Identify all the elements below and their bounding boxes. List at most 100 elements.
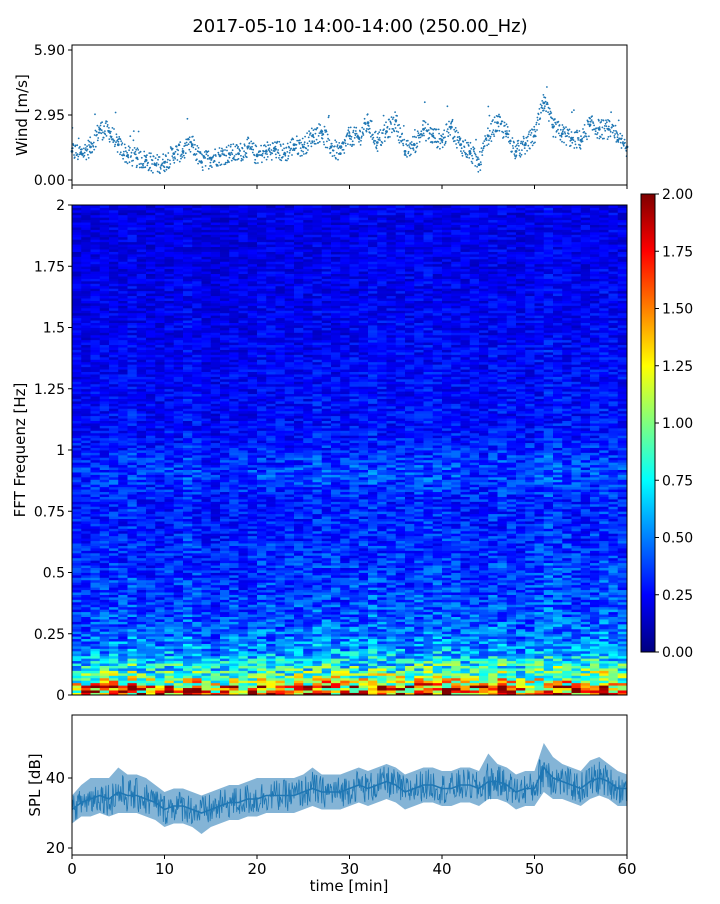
spectrogram-cell bbox=[183, 521, 193, 524]
spectrogram-cell bbox=[155, 328, 165, 331]
spectrogram-cell bbox=[128, 274, 138, 277]
spectrogram-cell bbox=[155, 656, 165, 659]
spectrogram-cell bbox=[155, 335, 165, 338]
spectrogram-cell bbox=[220, 401, 230, 404]
spectrogram-cell bbox=[91, 210, 101, 213]
spectrogram-cell bbox=[211, 315, 221, 318]
wind-sample-point bbox=[489, 130, 491, 132]
spectrogram-cell bbox=[137, 320, 147, 323]
spectrogram-cell bbox=[91, 227, 101, 230]
spectrogram-cell bbox=[155, 271, 165, 274]
wind-sample-point bbox=[88, 144, 90, 146]
spectrogram-cell bbox=[137, 330, 147, 333]
spectrogram-cell bbox=[146, 533, 156, 536]
spectrogram-cell bbox=[128, 477, 138, 480]
spectrogram-cell bbox=[192, 663, 202, 666]
spectrogram-cell bbox=[174, 671, 184, 674]
spectrogram-cell bbox=[155, 323, 165, 326]
wind-sample-point bbox=[398, 139, 400, 141]
spectrogram-cell bbox=[100, 261, 110, 264]
spectrogram-cell bbox=[211, 460, 221, 463]
wind-sample-point bbox=[548, 120, 550, 122]
spectrogram-cell bbox=[146, 612, 156, 615]
spectrogram-cell bbox=[183, 281, 193, 284]
spectrogram-cell bbox=[211, 685, 221, 688]
wind-sample-point bbox=[378, 131, 380, 133]
spectrogram-cell bbox=[100, 626, 110, 629]
spectrogram-cell bbox=[211, 668, 221, 671]
wind-sample-point bbox=[447, 105, 449, 107]
spectrogram-cell bbox=[146, 526, 156, 529]
spectrogram-cell bbox=[100, 239, 110, 242]
spectrogram-cell bbox=[192, 433, 202, 436]
wind-sample-point bbox=[97, 125, 99, 127]
spectrogram-cell bbox=[100, 423, 110, 426]
spectrogram-cell bbox=[174, 560, 184, 563]
spectrogram-cell bbox=[118, 548, 128, 551]
spectrogram-cell bbox=[100, 227, 110, 230]
spectrogram-cell bbox=[155, 367, 165, 370]
spectrogram-cell bbox=[202, 685, 212, 688]
wind-sample-point bbox=[527, 145, 529, 147]
spectrogram-cell bbox=[192, 470, 202, 473]
spectrogram-cell bbox=[211, 396, 221, 399]
spectrogram-cell bbox=[220, 332, 230, 335]
spectrogram-cell bbox=[137, 252, 147, 255]
wind-sample-point bbox=[162, 153, 164, 155]
spectrogram-cell bbox=[183, 426, 193, 429]
wind-sample-point bbox=[88, 157, 90, 159]
spectrogram-cell bbox=[155, 592, 165, 595]
spectrogram-cell bbox=[109, 548, 119, 551]
spectrogram-cell bbox=[91, 548, 101, 551]
spectrogram-cell bbox=[109, 651, 119, 654]
wind-sample-point bbox=[584, 124, 586, 126]
spectrogram-cell bbox=[220, 582, 230, 585]
spectrogram-cell bbox=[118, 489, 128, 492]
wind-sample-point bbox=[382, 132, 384, 134]
spectrogram-cell bbox=[81, 592, 91, 595]
spectrogram-cell bbox=[146, 350, 156, 353]
spectrogram-cell bbox=[155, 487, 165, 490]
spectrogram-cell bbox=[202, 658, 212, 661]
spectrogram-cell bbox=[100, 225, 110, 228]
spectrogram-cell bbox=[146, 220, 156, 223]
spectrogram-cell bbox=[146, 406, 156, 409]
spectrogram-cell bbox=[72, 438, 82, 441]
spectrogram-cell bbox=[174, 526, 184, 529]
spectrogram-cell bbox=[72, 452, 82, 455]
wind-sample-point bbox=[533, 126, 535, 128]
spectrogram-cell bbox=[81, 678, 91, 681]
spectrogram-cell bbox=[165, 430, 175, 433]
spectrogram-cell bbox=[109, 619, 119, 622]
spectrogram-cell bbox=[137, 592, 147, 595]
spectrogram-cell bbox=[155, 254, 165, 257]
wind-sample-point bbox=[330, 147, 332, 149]
spectrogram-cell bbox=[174, 504, 184, 507]
wind-sample-point bbox=[543, 94, 545, 96]
spectrogram-cell bbox=[165, 639, 175, 642]
spectrogram-cell bbox=[91, 242, 101, 245]
spectrogram-cell bbox=[109, 215, 119, 218]
spectrogram-cell bbox=[72, 629, 82, 632]
spectrogram-cell bbox=[128, 286, 138, 289]
spectrogram-cell bbox=[118, 448, 128, 451]
spectrogram-cell bbox=[155, 553, 165, 556]
wind-sample-point bbox=[274, 141, 276, 143]
spectrogram-cell bbox=[72, 315, 82, 318]
spectrogram-cell bbox=[220, 323, 230, 326]
spectrogram-cell bbox=[174, 335, 184, 338]
wind-sample-point bbox=[124, 144, 126, 146]
spectrogram-cell bbox=[146, 489, 156, 492]
spectrogram-cell bbox=[229, 582, 239, 585]
spectrogram-cell bbox=[72, 357, 82, 360]
spectrogram-cell bbox=[155, 648, 165, 651]
spectrogram-cell bbox=[183, 639, 193, 642]
spectrogram-cell bbox=[128, 587, 138, 590]
wind-sample-point bbox=[570, 139, 572, 141]
spectrogram-cell bbox=[192, 372, 202, 375]
spectrogram-cell bbox=[81, 641, 91, 644]
spectrogram-cell bbox=[146, 455, 156, 458]
spectrogram-cell bbox=[128, 590, 138, 593]
spectrogram-cell bbox=[128, 521, 138, 524]
wind-sample-point bbox=[226, 150, 228, 152]
